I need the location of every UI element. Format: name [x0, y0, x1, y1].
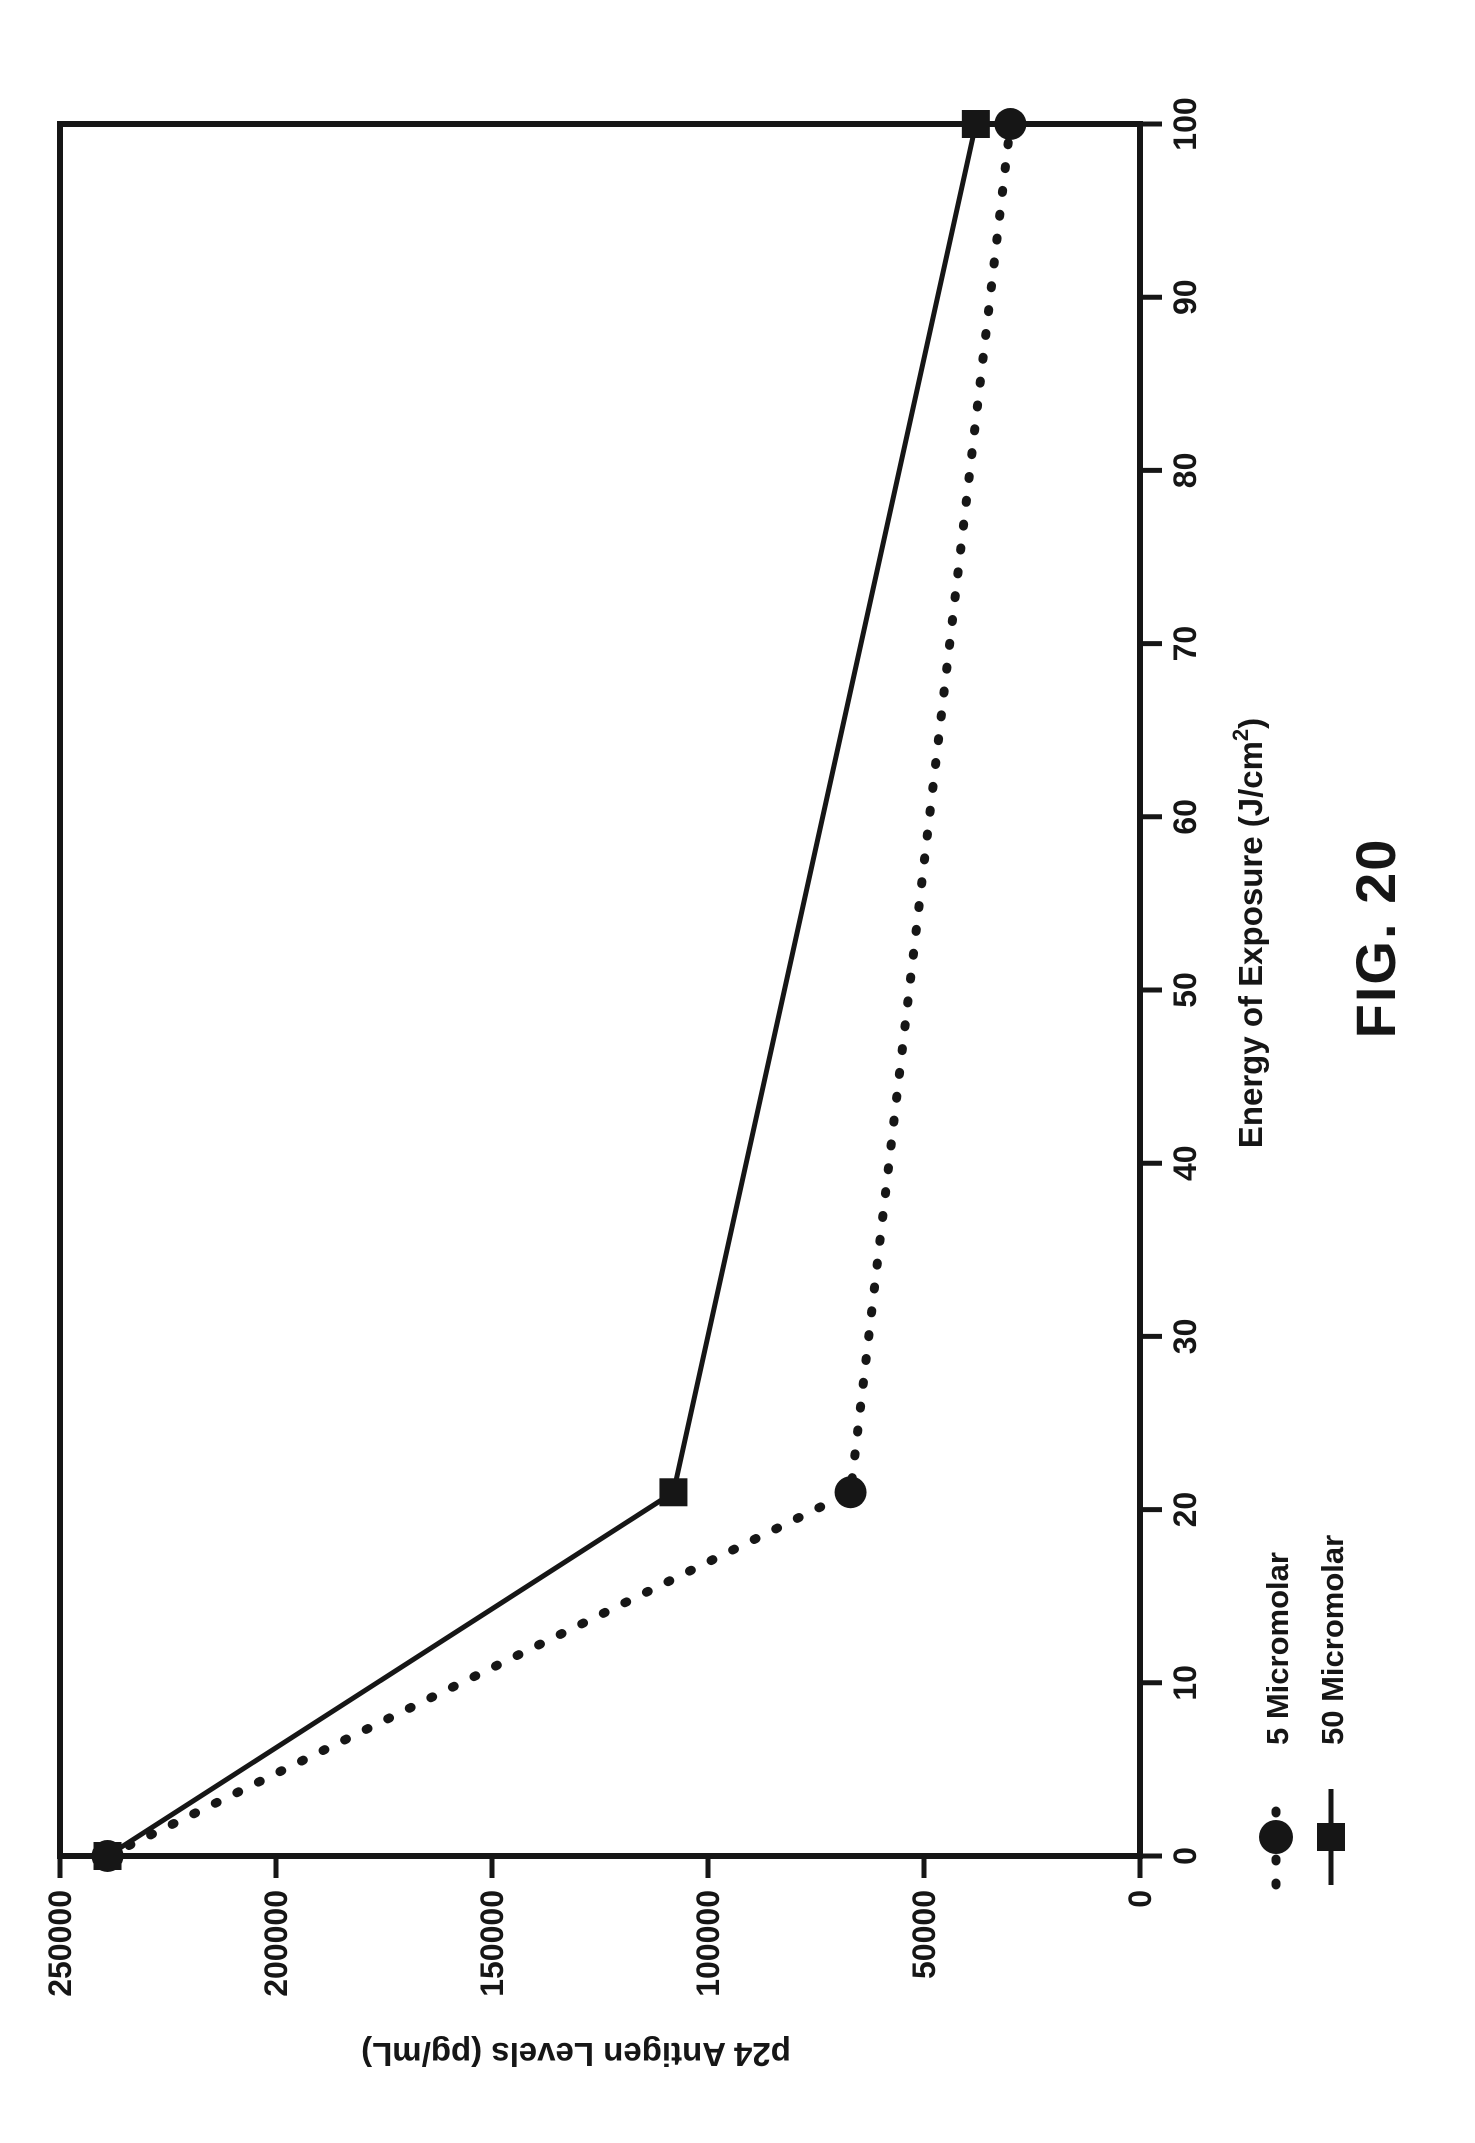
x-tick-label-60: 60 [1167, 799, 1203, 835]
x-tick-label-0: 0 [1167, 1847, 1203, 1865]
legend-circle-marker [1259, 1820, 1293, 1854]
legend-label-50-micromolar: 50 Micromolar [1315, 1535, 1350, 1745]
y-tick-label-150000: 150000 [474, 1890, 510, 1997]
x-axis-title-close: ) [1232, 718, 1269, 729]
y-tick-label-100000: 100000 [690, 1890, 726, 1997]
data-point-square-x21 [659, 1478, 688, 1507]
y-tick-label-50000: 50000 [906, 1890, 942, 1979]
x-tick-label-10: 10 [1167, 1665, 1203, 1701]
chart-generated-content: 0 10 20 30 40 50 60 70 80 90 100 250000 200000 150000… [42, 97, 1203, 1996]
data-point-circle-x21 [834, 1476, 867, 1509]
x-tick-label-90: 90 [1167, 279, 1203, 315]
x-tick-label-70: 70 [1167, 626, 1203, 662]
x-tick-label-20: 20 [1167, 1492, 1203, 1528]
y-tick-label-250000: 250000 [42, 1890, 78, 1997]
legend-item-5-micromolar: 5 Micromolar [1259, 1552, 1295, 1890]
legend-item-50-micromolar: 50 Micromolar [1315, 1535, 1350, 1885]
series-line-50-micromolar [106, 123, 979, 1859]
legend-square-marker [1317, 1823, 1345, 1851]
plot-frame [57, 121, 1143, 1859]
x-tick-label-40: 40 [1167, 1145, 1203, 1181]
x-tick-label-30: 30 [1167, 1319, 1203, 1355]
legend-label-5-micromolar: 5 Micromolar [1260, 1552, 1295, 1745]
x-tick-label-100: 100 [1167, 97, 1203, 150]
x-axis-title-main: Energy of Exposure (J/cm [1232, 741, 1269, 1148]
y-tick-label-200000: 200000 [258, 1890, 294, 1997]
legend: 5 Micromolar 50 Micromolar [1259, 1535, 1350, 1890]
y-tick-label-0: 0 [1122, 1890, 1158, 1908]
series-line-5-micromolar [103, 119, 1015, 1861]
y-axis-title: p24 Antigen Levels (pg/mL) [361, 2036, 791, 2073]
x-tick-label-50: 50 [1167, 972, 1203, 1008]
x-axis-title-superscript: 2 [1228, 729, 1253, 741]
figure-number-label: FIG. 20 [1344, 838, 1407, 1039]
x-axis-title: Energy of Exposure (J/cm2) [1228, 718, 1269, 1148]
x-tick-label-80: 80 [1167, 453, 1203, 489]
